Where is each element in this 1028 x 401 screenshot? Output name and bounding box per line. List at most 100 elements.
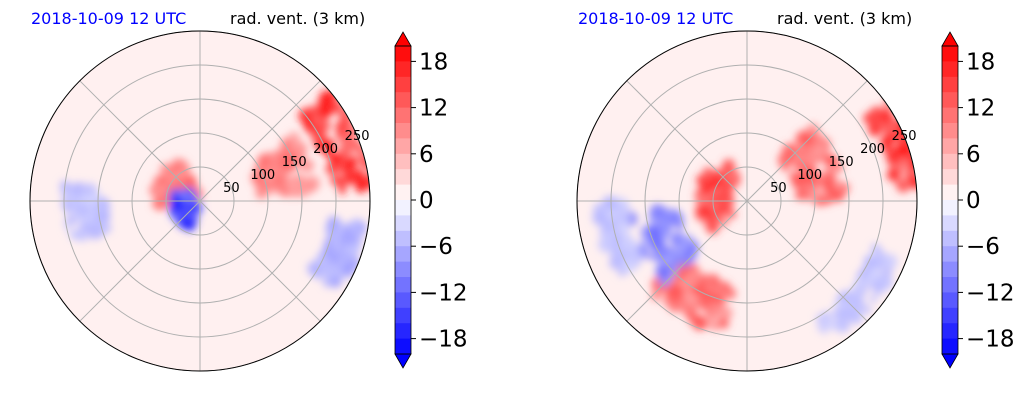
field-cell-negative <box>827 320 838 331</box>
field-cell-negative <box>324 263 338 277</box>
field-cell-positive <box>812 145 824 157</box>
field-cell-negative <box>187 194 196 203</box>
field-cell-positive <box>669 290 682 304</box>
colorbar-tick-label: −12 <box>419 280 468 306</box>
field-cell-positive <box>823 167 836 180</box>
field-cell-positive <box>178 167 190 179</box>
field-cell-positive <box>296 159 307 171</box>
field-cell-negative <box>181 216 195 230</box>
colorbar-bin <box>395 76 411 93</box>
field-cell-positive <box>254 162 269 177</box>
colorbar-bin <box>942 169 958 185</box>
field-cell-negative <box>626 247 635 255</box>
field-cell-negative <box>618 269 626 277</box>
field-cell-negative <box>179 192 188 200</box>
field-cell-negative <box>615 210 630 226</box>
field-cell-positive <box>334 176 347 189</box>
field-cell-positive <box>800 133 814 147</box>
field-cell-positive <box>911 146 917 157</box>
field-cell-positive <box>908 176 917 189</box>
field-cell-positive <box>718 183 732 197</box>
field-cell-negative <box>601 220 614 233</box>
field-cell-positive <box>281 152 297 168</box>
colorbar-bin <box>942 292 958 309</box>
field-cell-negative <box>595 212 608 225</box>
colorbar-bin <box>942 153 958 170</box>
colorbar-bin <box>395 292 411 309</box>
field-cell-positive <box>668 303 678 313</box>
colorbar-bin <box>942 184 958 201</box>
field-cell-negative <box>864 306 872 314</box>
field-cell-positive <box>342 100 349 107</box>
colorbar-bin <box>942 107 958 124</box>
colorbar-bin <box>395 153 411 170</box>
field-cell-positive <box>324 121 332 130</box>
field-cell-negative <box>855 296 865 306</box>
field-cell-negative <box>671 236 681 246</box>
data-field <box>592 96 917 335</box>
field-cell-positive <box>896 179 910 193</box>
field-cell-positive <box>781 143 798 159</box>
field-cell-negative <box>64 206 72 214</box>
field-cell-negative <box>668 256 680 268</box>
field-cell-negative <box>819 313 827 321</box>
field-cell-positive <box>817 189 828 200</box>
chart-title-time: 2018-10-09 12 UTC <box>578 9 734 28</box>
colorbar-tick-label: 18 <box>966 49 995 75</box>
field-cell-negative <box>652 231 661 239</box>
field-cell-negative <box>602 195 617 210</box>
colorbar-bin <box>942 277 958 293</box>
colorbar-bin <box>942 338 958 355</box>
field-cell-positive <box>826 154 838 166</box>
colorbar-tick-label: −18 <box>419 327 468 353</box>
data-field <box>59 82 370 289</box>
field-cell-positive <box>894 145 906 157</box>
field-cell-positive <box>267 186 275 194</box>
field-cell-positive <box>702 205 712 216</box>
field-cell-positive <box>311 126 328 142</box>
field-cell-negative <box>323 240 333 250</box>
field-cell-negative <box>97 225 106 234</box>
field-cell-negative <box>69 231 77 239</box>
field-cell-negative <box>620 236 636 251</box>
colorbar-bin <box>395 323 411 339</box>
field-cell-negative <box>860 266 872 278</box>
field-cell-negative <box>597 237 614 253</box>
field-cell-positive <box>291 182 299 190</box>
colorbar-bin <box>395 46 411 62</box>
field-cell-positive <box>364 152 370 161</box>
field-cell-negative <box>192 203 200 211</box>
field-cell-negative <box>674 231 682 239</box>
chart-title-variable: rad. vent. (3 km) <box>230 9 366 28</box>
colorbar-tick-label: 12 <box>966 96 995 122</box>
field-cell-negative <box>817 322 826 332</box>
colorbar-tick-label: 12 <box>419 96 448 122</box>
colorbar-tick-label: 6 <box>966 142 981 168</box>
angular-gridline <box>746 200 868 322</box>
angular-gridline <box>626 80 748 202</box>
field-cell-positive <box>805 195 812 202</box>
colorbar-tick-label: 18 <box>419 49 448 75</box>
colorbar-tick-label: −18 <box>966 327 1015 353</box>
field-cell-negative <box>664 246 672 254</box>
radial-tick-label: 150 <box>282 155 307 170</box>
colorbar-tick-label: −6 <box>419 234 453 260</box>
field-cell-positive <box>900 120 908 128</box>
colorbar-bin <box>395 215 411 232</box>
field-cell-negative <box>656 256 664 264</box>
polar-frame <box>29 30 371 372</box>
field-cell-negative <box>331 279 341 289</box>
field-cell-negative <box>836 323 845 333</box>
field-cell-negative <box>655 263 671 279</box>
colorbar-tick-label: 6 <box>419 142 434 168</box>
field-cell-positive <box>877 120 885 128</box>
field-cell-positive <box>692 275 700 283</box>
field-cell-positive <box>274 186 283 195</box>
field-cell-positive <box>886 168 900 182</box>
angular-gridline <box>746 80 868 202</box>
radial-tick-label: 50 <box>770 181 787 196</box>
field-cell-positive <box>915 153 917 160</box>
field-cell-positive <box>799 188 807 196</box>
field-cell-positive <box>328 99 342 114</box>
colorbar-bin <box>395 307 411 324</box>
